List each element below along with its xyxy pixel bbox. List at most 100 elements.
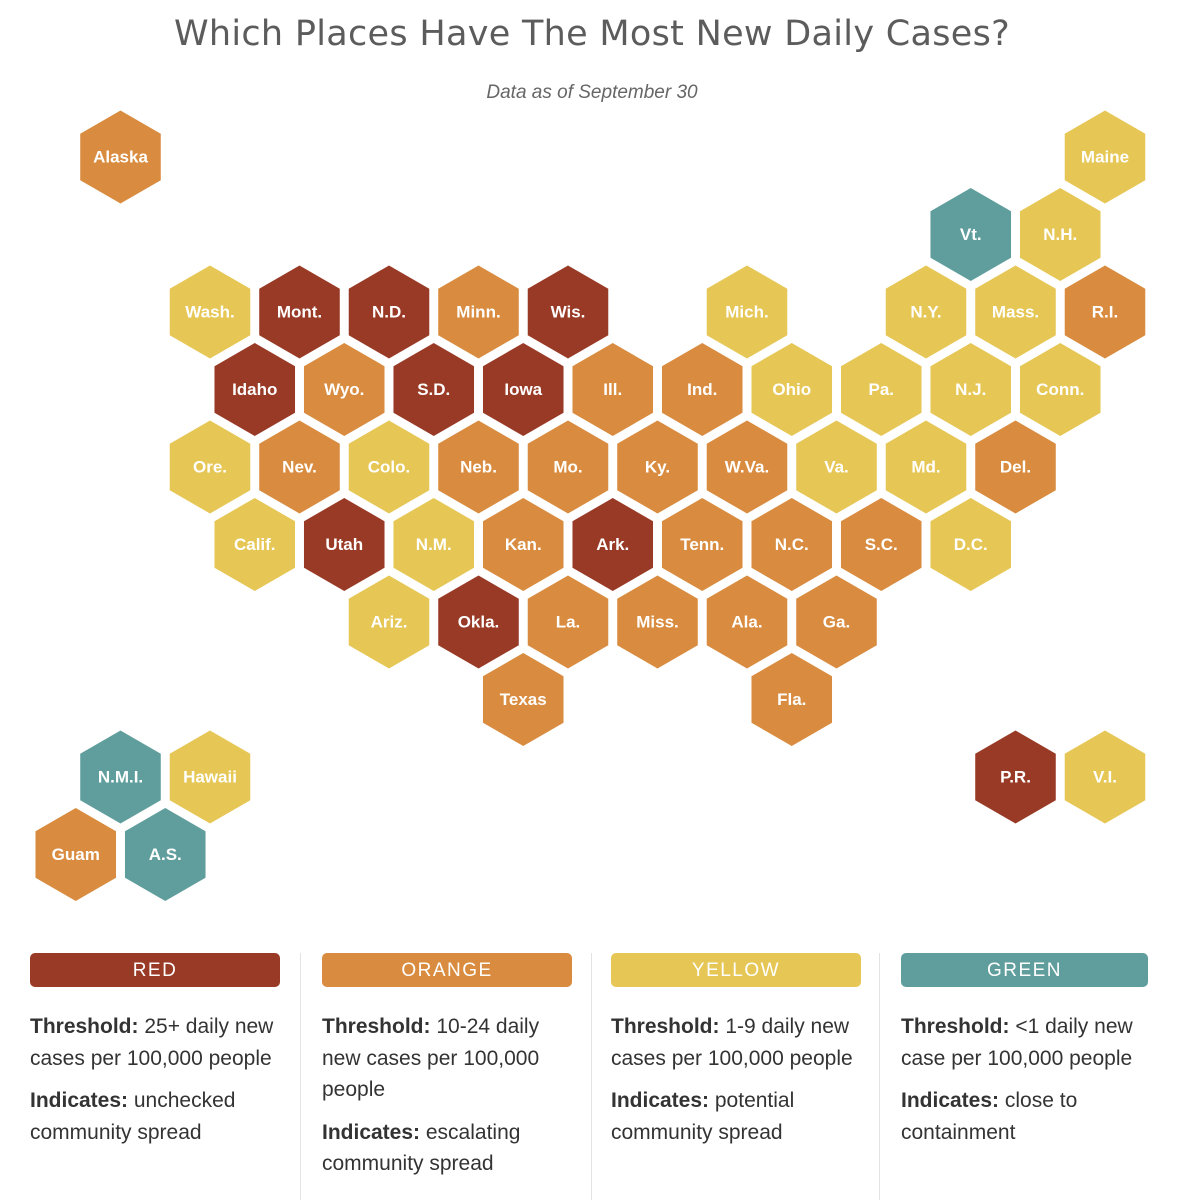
hex-tile-iowa: Iowa xyxy=(482,343,564,436)
legend-red-bar: RED xyxy=(30,953,280,987)
hex-shape xyxy=(661,498,743,591)
hex-shape xyxy=(840,343,922,436)
hex-shape xyxy=(482,653,564,746)
hex-label: Md. xyxy=(911,458,940,477)
hex-tile-mass: Mass. xyxy=(975,265,1056,359)
hex-label: P.R. xyxy=(1000,768,1031,787)
hex-shape xyxy=(124,808,206,901)
hex-shape xyxy=(169,420,251,514)
hex-label: W.Va. xyxy=(725,458,769,477)
hex-tile-d-c: D.C. xyxy=(930,498,1012,591)
hex-tile-texas: Texas xyxy=(482,653,564,746)
hex-tile-ill: Ill. xyxy=(572,343,654,436)
hex-shape xyxy=(169,730,251,824)
hex-tile-a-s: A.S. xyxy=(124,808,206,901)
hex-shape xyxy=(303,343,385,436)
hex-label: Miss. xyxy=(636,613,679,632)
hex-tile-mo: Mo. xyxy=(527,420,609,514)
hex-label: N.M. xyxy=(416,535,452,554)
hex-shape xyxy=(1064,265,1146,359)
legend-divider xyxy=(300,953,301,1200)
hex-shape xyxy=(975,730,1056,824)
hex-label: Fla. xyxy=(777,690,806,709)
hex-tile-calif: Calif. xyxy=(214,498,296,591)
hex-shape xyxy=(617,420,698,514)
hex-tile-v-i: V.I. xyxy=(1064,730,1146,824)
legend-green: GREEN Threshold: <1 daily new case per 1… xyxy=(901,953,1148,1148)
hex-shape xyxy=(303,498,385,591)
legend-orange-bar: ORANGE xyxy=(322,953,572,987)
hex-shape xyxy=(706,575,788,669)
hex-shape xyxy=(393,343,475,436)
hex-shape xyxy=(751,343,833,436)
hex-tile-va: Va. xyxy=(796,420,877,514)
hex-shape xyxy=(661,343,743,436)
hex-tile-ark: Ark. xyxy=(572,498,654,591)
hex-shape xyxy=(751,653,833,746)
hex-shape xyxy=(348,265,430,359)
hex-shape xyxy=(1064,730,1146,824)
hex-tile-hawaii: Hawaii xyxy=(169,730,251,824)
hex-label: Maine xyxy=(1081,148,1129,167)
hex-shape xyxy=(617,575,698,669)
hex-shape xyxy=(885,420,967,514)
hex-label: Okla. xyxy=(458,613,500,632)
hex-shape xyxy=(527,420,609,514)
hex-label: Va. xyxy=(824,458,849,477)
hex-tile-n-m: N.M. xyxy=(393,498,475,591)
hex-tile-fla: Fla. xyxy=(751,653,833,746)
hex-tile-neb: Neb. xyxy=(438,420,519,514)
hex-label: Mo. xyxy=(553,458,582,477)
threshold-heading: Threshold: xyxy=(322,1015,431,1038)
hex-tile-maine: Maine xyxy=(1064,110,1146,204)
indicates-text: unchecked community spread xyxy=(30,1089,236,1144)
hex-tile-pa: Pa. xyxy=(840,343,922,436)
hex-shape xyxy=(1019,188,1101,281)
hex-shape xyxy=(214,343,296,436)
hex-tile-tenn: Tenn. xyxy=(661,498,743,591)
legend-divider xyxy=(591,953,592,1200)
hex-tile-nev: Nev. xyxy=(259,420,340,514)
hex-shape xyxy=(975,265,1056,359)
hex-label: Utah xyxy=(325,535,363,554)
hex-label: Nev. xyxy=(282,458,317,477)
state-hex-map: Alaska Maine Vt. N.H. Wash. Mont. N.D. Minn. Wis… xyxy=(35,110,1146,901)
hex-label: N.Y. xyxy=(910,303,941,322)
hex-tile-n-j: N.J. xyxy=(930,343,1012,436)
hex-tile-n-h: N.H. xyxy=(1019,188,1101,281)
hex-label: Ky. xyxy=(645,458,670,477)
hex-tile-wyo: Wyo. xyxy=(303,343,385,436)
hex-shape xyxy=(438,420,519,514)
hex-label: Mont. xyxy=(277,303,322,322)
legend-red: RED Threshold: 25+ daily new cases per 1… xyxy=(30,953,280,1148)
hex-shape xyxy=(80,730,161,824)
hex-shape xyxy=(527,575,609,669)
hex-label: Mass. xyxy=(992,303,1039,322)
hex-label: Calif. xyxy=(234,535,276,554)
hex-label: Tenn. xyxy=(680,535,724,554)
hex-tile-n-d: N.D. xyxy=(348,265,430,359)
hex-tile-s-d: S.D. xyxy=(393,343,475,436)
hex-tile-ore: Ore. xyxy=(169,420,251,514)
hex-label: R.I. xyxy=(1092,303,1118,322)
hex-shape xyxy=(214,498,296,591)
legend-orange: ORANGE Threshold: 10-24 daily new cases … xyxy=(322,953,572,1180)
hex-shape xyxy=(572,498,654,591)
hex-label: Mich. xyxy=(725,303,768,322)
legend-divider xyxy=(879,953,880,1200)
hex-shape xyxy=(885,265,967,359)
hex-shape xyxy=(438,265,519,359)
hex-label: Guam xyxy=(52,845,100,864)
threshold-heading: Threshold: xyxy=(611,1015,720,1038)
hex-tile-ind: Ind. xyxy=(661,343,743,436)
hex-label: V.I. xyxy=(1093,768,1117,787)
hex-label: Idaho xyxy=(232,380,277,399)
hex-label: A.S. xyxy=(149,845,182,864)
hex-label: N.M.I. xyxy=(98,768,143,787)
hex-shape xyxy=(751,498,833,591)
hex-label: N.D. xyxy=(372,303,406,322)
hex-tile-conn: Conn. xyxy=(1019,343,1101,436)
hex-shape xyxy=(438,575,519,669)
hex-shape xyxy=(975,420,1056,514)
hex-shape xyxy=(259,420,340,514)
